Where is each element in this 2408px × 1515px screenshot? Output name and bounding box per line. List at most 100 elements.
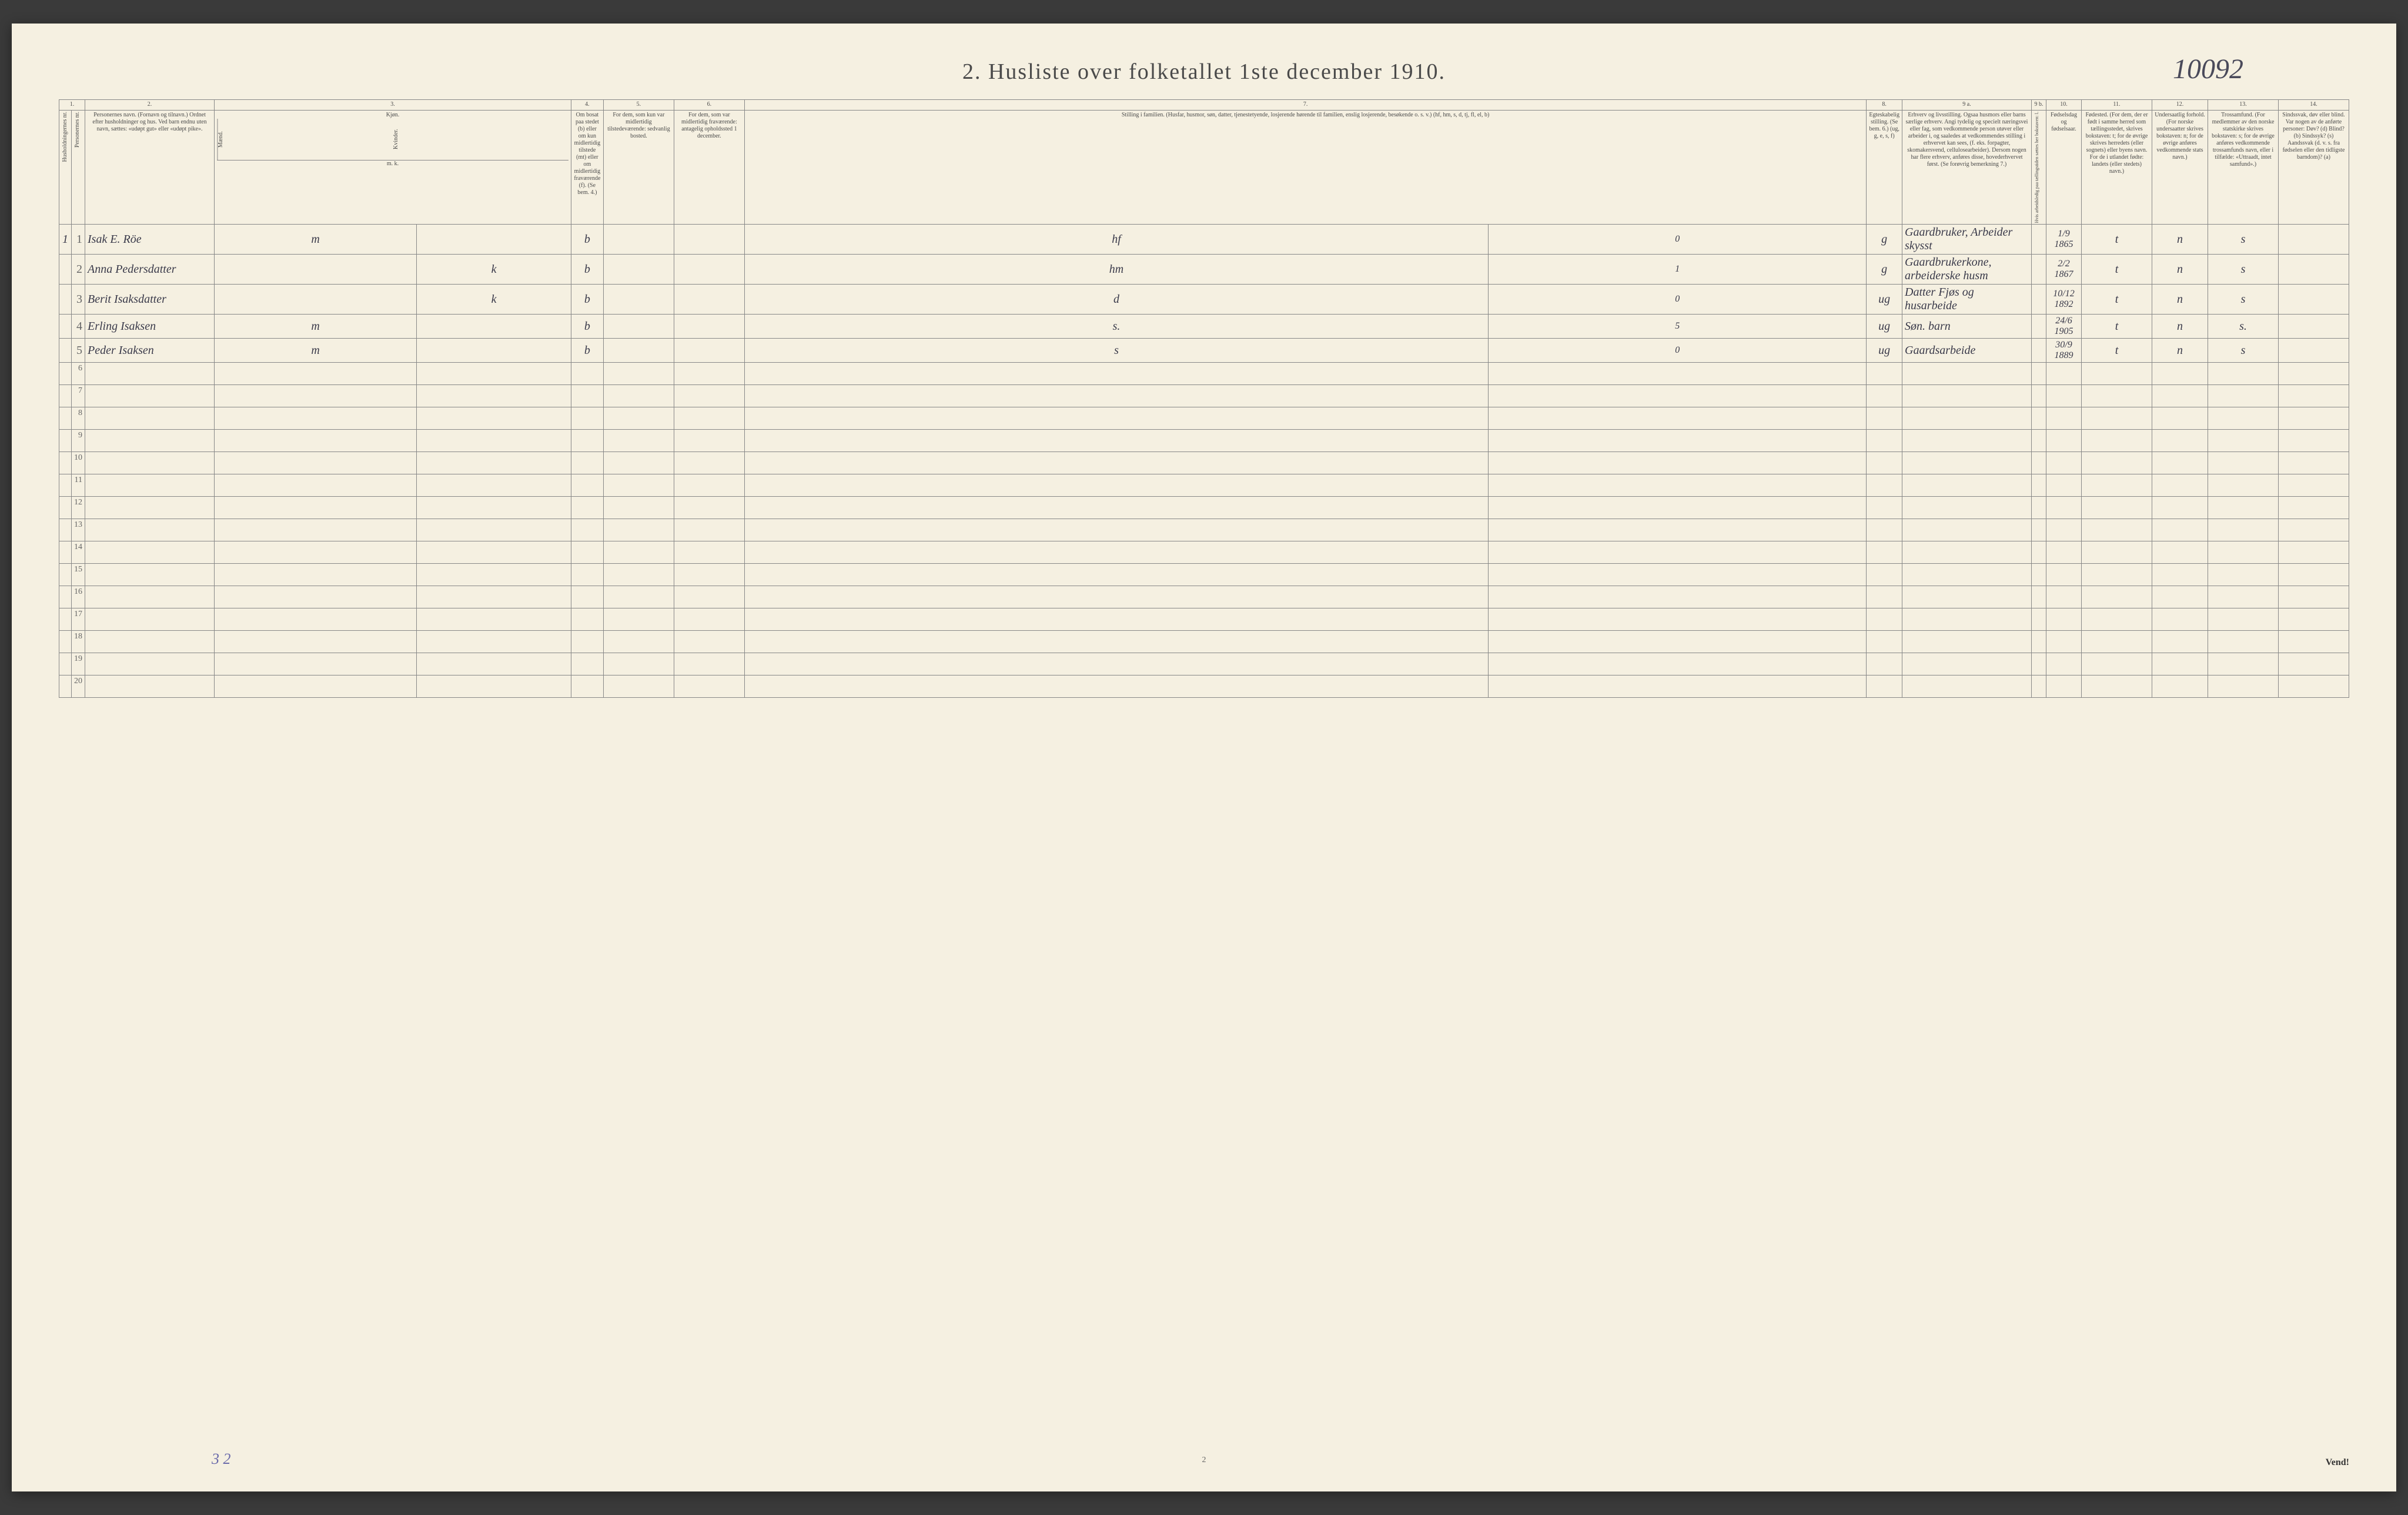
cell-arbeidsledig: [2032, 225, 2046, 255]
cell-empty: [571, 631, 603, 653]
cell-empty: [674, 586, 744, 608]
cell-egteskab: ug: [1867, 339, 1902, 363]
cell-empty: [1867, 474, 1902, 497]
cell-undersaat: n: [2152, 315, 2208, 339]
cell-arbeidsledig: [2032, 339, 2046, 363]
cell-empty: [571, 497, 603, 519]
cell-empty: [674, 631, 744, 653]
header-sex-k: Kvinder.: [393, 119, 568, 160]
cell-empty: [2046, 497, 2082, 519]
cell-empty: [1489, 519, 1867, 541]
cell-trossamfund: s.: [2208, 315, 2279, 339]
cell-person-nr: 10: [72, 452, 85, 474]
cell-person-nr: 8: [72, 407, 85, 430]
cell-empty: [571, 608, 603, 631]
cell-empty: [674, 430, 744, 452]
cell-empty: [85, 608, 215, 631]
cell-person-nr: 9: [72, 430, 85, 452]
cell-empty: [59, 631, 72, 653]
cell-empty: [1902, 430, 2032, 452]
header-name: Personernes navn. (Fornavn og tilnavn.) …: [85, 111, 215, 225]
cell-empty: [2082, 608, 2152, 631]
cell-empty: [2046, 653, 2082, 675]
cell-sex-m: m: [215, 225, 417, 255]
cell-midl-frav: [674, 339, 744, 363]
cell-fodsel: 1/9 1865: [2046, 225, 2082, 255]
cell-person-nr: 7: [72, 385, 85, 407]
cell-person-nr: 12: [72, 497, 85, 519]
cell-empty: [1902, 675, 2032, 698]
table-body: 1 1 Isak E. Röe m b hf 0 g Gaardbruker, …: [59, 225, 2349, 698]
cell-empty: [59, 541, 72, 564]
cell-empty: [2082, 586, 2152, 608]
cell-empty: [2082, 519, 2152, 541]
table-row: 4 Erling Isaksen m b s. 5 ug Søn. barn 2…: [59, 315, 2349, 339]
colnum-7: 7.: [744, 100, 1866, 111]
cell-empty: [603, 653, 674, 675]
cell-empty: [2046, 675, 2082, 698]
header-undersaat: Undersaatlig forhold. (For norske unders…: [2152, 111, 2208, 225]
cell-fodsel: 2/2 1867: [2046, 255, 2082, 285]
cell-empty: [215, 586, 417, 608]
cell-empty: [2032, 586, 2046, 608]
cell-empty: [1867, 541, 1902, 564]
cell-empty: [417, 363, 571, 385]
cell-empty: [1902, 653, 2032, 675]
cell-empty: [2152, 407, 2208, 430]
cell-empty: [59, 586, 72, 608]
cell-empty: [59, 407, 72, 430]
cell-sindssvak: [2279, 285, 2349, 315]
cell-fodsel: 24/6 1905: [2046, 315, 2082, 339]
table-row-empty: 8: [59, 407, 2349, 430]
cell-sex-m: [215, 285, 417, 315]
cell-empty: [59, 430, 72, 452]
cell-empty: [85, 385, 215, 407]
cell-empty: [2279, 452, 2349, 474]
colnum-9b: 9 b.: [2032, 100, 2046, 111]
cell-undersaat: n: [2152, 225, 2208, 255]
cell-empty: [85, 407, 215, 430]
cell-empty: [59, 497, 72, 519]
cell-empty: [744, 474, 1488, 497]
cell-stilling-note: 5: [1489, 315, 1867, 339]
cell-egteskab: g: [1867, 255, 1902, 285]
cell-sindssvak: [2279, 315, 2349, 339]
cell-person-nr: 16: [72, 586, 85, 608]
cell-midl-tilstede: [603, 225, 674, 255]
cell-empty: [1489, 452, 1867, 474]
header-fodested: Fødested. (For dem, der er født i samme …: [2082, 111, 2152, 225]
table-row-empty: 11: [59, 474, 2349, 497]
colnum-1: 1.: [59, 100, 85, 111]
cell-empty: [603, 608, 674, 631]
cell-fodsel: 30/9 1889: [2046, 339, 2082, 363]
cell-empty: [417, 385, 571, 407]
cell-empty: [571, 363, 603, 385]
cell-bosat: b: [571, 255, 603, 285]
cell-empty: [603, 407, 674, 430]
cell-empty: [603, 474, 674, 497]
cell-empty: [2279, 675, 2349, 698]
cell-person-nr: 15: [72, 564, 85, 586]
cell-empty: [674, 519, 744, 541]
cell-empty: [1867, 675, 1902, 698]
colnum-9a: 9 a.: [1902, 100, 2032, 111]
cell-empty: [2082, 675, 2152, 698]
cell-midl-frav: [674, 255, 744, 285]
cell-stilling-note: 0: [1489, 339, 1867, 363]
cell-egteskab: ug: [1867, 315, 1902, 339]
cell-empty: [2082, 631, 2152, 653]
cell-person-nr: 20: [72, 675, 85, 698]
cell-empty: [417, 675, 571, 698]
cell-empty: [744, 385, 1488, 407]
cell-person-nr: 18: [72, 631, 85, 653]
cell-empty: [2152, 497, 2208, 519]
table-row: 2 Anna Pedersdatter k b hm 1 g Gaardbruk…: [59, 255, 2349, 285]
cell-empty: [85, 363, 215, 385]
header-text-row: Husholdningernes nr. Personernes nr. Per…: [59, 111, 2349, 225]
column-number-row: 1. 2. 3. 4. 5. 6. 7. 8. 9 a. 9 b. 10. 11…: [59, 100, 2349, 111]
cell-stilling: hm: [744, 255, 1488, 285]
cell-empty: [2032, 564, 2046, 586]
cell-empty: [59, 474, 72, 497]
cell-empty: [1489, 385, 1867, 407]
cell-egteskab: ug: [1867, 285, 1902, 315]
